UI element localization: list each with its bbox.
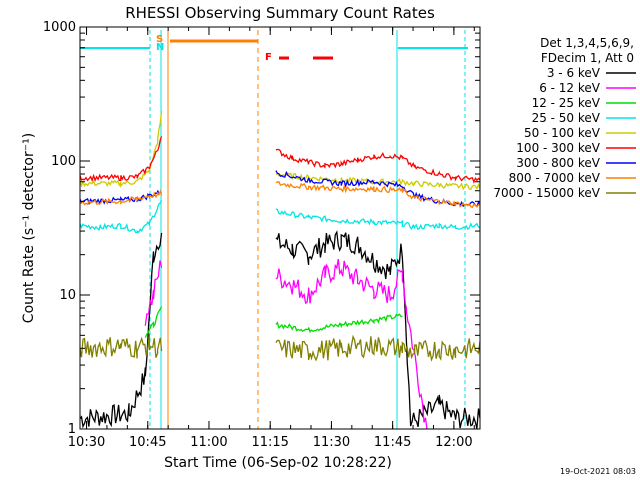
annotation-n: N [156, 42, 164, 53]
y-tick-label: 100 [51, 154, 76, 169]
legend-label: 25 - 50 keV [532, 111, 601, 125]
plot-frame [79, 26, 481, 430]
x-axis-label: Start Time (06-Sep-02 10:28:22) [164, 455, 392, 471]
series-line-2 [144, 306, 403, 338]
footer-date: 19-Oct-2021 08:03 [560, 467, 636, 476]
legend-label: 100 - 300 keV [516, 141, 600, 155]
annotation-f: F [265, 52, 272, 63]
x-tick-label: 11:00 [190, 435, 227, 450]
series-line-7 [79, 181, 481, 209]
series-line-0 [79, 230, 481, 429]
legend-label: 6 - 12 keV [539, 81, 601, 95]
chart-title: RHESSI Observing Summary Count Rates [125, 4, 435, 22]
time-markers [80, 30, 468, 429]
legend-label: 300 - 800 keV [516, 156, 600, 170]
legend-label: 3 - 6 keV [547, 66, 601, 80]
legend: Det 1,3,4,5,6,9,FDecim 1, Att 03 - 6 keV… [493, 36, 636, 200]
legend-label: 12 - 25 keV [532, 96, 601, 110]
x-tick-label: 11:45 [374, 435, 411, 450]
y-tick-label: 10 [59, 288, 76, 303]
x-tick-label: 11:15 [251, 435, 288, 450]
legend-label: 800 - 7000 keV [509, 171, 601, 185]
chart-annotations: SN F [156, 34, 272, 63]
series-line-1 [144, 258, 428, 430]
y-tick-label: 1 [68, 422, 76, 437]
y-tick-label: 1000 [43, 20, 76, 35]
series-lines [79, 110, 481, 430]
legend-label: 7000 - 15000 keV [493, 186, 600, 200]
legend-label: 50 - 100 keV [524, 126, 601, 140]
legend-header-line: Det 1,3,4,5,6,9, [540, 36, 634, 50]
legend-header-line: FDecim 1, Att 0 [541, 51, 634, 65]
annotation-s: S [156, 34, 163, 45]
x-tick-label: 12:00 [435, 435, 472, 450]
series-line-3 [79, 199, 481, 234]
x-tick-label: 10:45 [129, 435, 166, 450]
series-line-8 [79, 333, 481, 362]
y-axis-label: Count Rate (s⁻¹ detector⁻¹) [21, 133, 37, 323]
x-tick-label: 11:30 [313, 435, 350, 450]
axis-ticks: 10:30 10:45 11:00 11:15 11:30 11:45 12:00 1 10 10… [43, 20, 480, 450]
x-tick-label: 10:30 [68, 435, 105, 450]
series-line-5 [79, 136, 481, 184]
